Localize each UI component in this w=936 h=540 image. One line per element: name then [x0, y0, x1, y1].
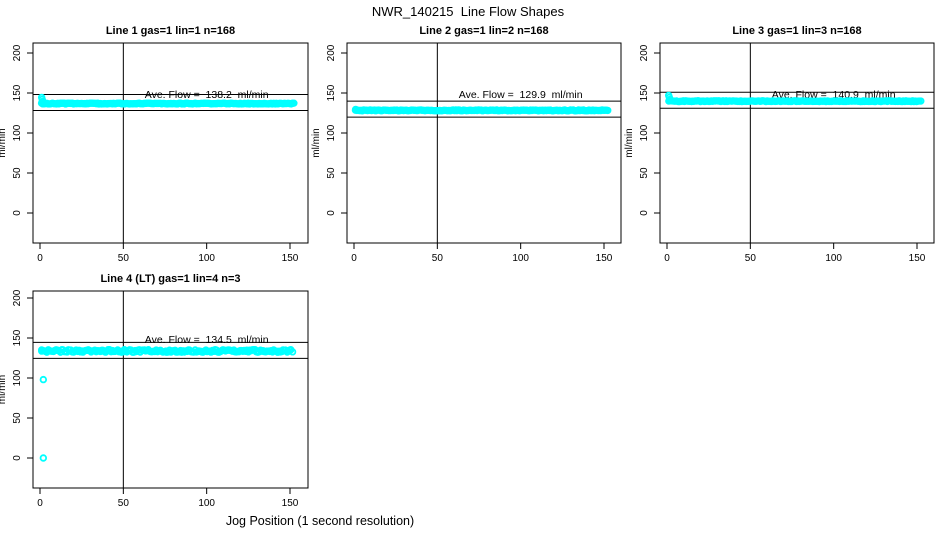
panel-title: Line 2 gas=1 lin=2 n=168: [419, 25, 548, 37]
y-tick-label: 150: [12, 84, 23, 101]
x-axis: 0 50 100 150: [351, 243, 613, 264]
x-tick-label: 100: [825, 253, 842, 264]
y-tick-label: 0: [12, 210, 23, 216]
data-point: [39, 375, 48, 384]
x-tick-label: 150: [282, 498, 299, 509]
data-points: [37, 345, 297, 462]
data-point: [604, 106, 612, 115]
x-tick-label: 150: [909, 253, 926, 264]
y-axis: 0 50 100 150 200: [12, 44, 33, 216]
x-tick-label: 50: [432, 253, 444, 264]
data-point: [917, 97, 925, 105]
ave-flow-label: Ave. Flow = 134.5 ml/min: [145, 334, 269, 346]
data-point: [288, 348, 297, 356]
x-tick-label: 150: [282, 253, 299, 264]
x-axis: 0 50 100 150: [664, 243, 926, 264]
plot-box: [32, 42, 309, 244]
panel-title: Line 4 (LT) gas=1 lin=4 n=3: [100, 273, 240, 285]
x-tick-label: 50: [745, 253, 757, 264]
y-tick-label: 100: [639, 124, 650, 141]
y-tick-label: 200: [326, 44, 337, 61]
ave-flow-label: Ave. Flow = 138.2 ml/min: [145, 89, 269, 101]
y-tick-label: 50: [639, 167, 650, 179]
plot-content: 0 50 100 150 0 50 100 150 200: [12, 42, 309, 264]
y-tick-label: 0: [639, 210, 650, 216]
x-tick-label: 150: [596, 253, 613, 264]
y-tick-label: 150: [639, 84, 650, 101]
plot-box: [346, 42, 622, 244]
x-tick-label: 100: [198, 498, 215, 509]
plot-content: 0 50 100 150 0 50 100 150 200: [12, 289, 309, 509]
y-tick-label: 100: [326, 124, 337, 141]
y-axis-label: ml/min: [311, 128, 322, 157]
y-axis: 0 50 100 150 200: [639, 44, 660, 216]
y-tick-label: 200: [12, 289, 23, 306]
x-axis: 0 50 100 150: [37, 243, 299, 264]
x-tick-label: 50: [118, 253, 130, 264]
y-tick-label: 0: [12, 455, 23, 461]
plot-content: 0 50 100 150 0 50 100 150 200: [326, 42, 622, 264]
ave-flow-label: Ave. Flow = 129.9 ml/min: [459, 89, 583, 101]
y-tick-label: 0: [326, 210, 337, 216]
data-point: [290, 99, 298, 107]
x-axis-label: Jog Position (1 second resolution): [225, 514, 415, 528]
data-point: [39, 454, 48, 462]
panel-title: Line 1 gas=1 lin=1 n=168: [106, 25, 235, 37]
y-axis: 0 50 100 150 200: [326, 44, 347, 216]
x-tick-label: 0: [37, 498, 43, 509]
y-tick-label: 150: [326, 84, 337, 101]
data-points: [37, 93, 298, 108]
y-axis: 0 50 100 150 200: [12, 289, 33, 461]
x-tick-label: 0: [37, 253, 43, 264]
y-axis-label: ml/min: [624, 128, 635, 157]
y-tick-label: 200: [12, 44, 23, 61]
x-tick-label: 0: [351, 253, 357, 264]
y-tick-label: 50: [12, 412, 23, 424]
figure-title: NWR_140215 Line Flow Shapes: [371, 4, 565, 19]
y-tick-label: 200: [639, 44, 650, 61]
panel-title: Line 3 gas=1 lin=3 n=168: [732, 25, 861, 37]
x-tick-label: 0: [664, 253, 670, 264]
plot-box: [659, 42, 935, 244]
y-tick-label: 50: [326, 167, 337, 179]
y-axis-label: ml/min: [0, 128, 8, 157]
data-points: [664, 91, 925, 106]
x-tick-label: 100: [512, 253, 529, 264]
x-tick-label: 100: [198, 253, 215, 264]
plot-content: 0 50 100 150 0 50 100 150 200: [639, 42, 935, 264]
y-axis-label: ml/min: [0, 375, 8, 404]
y-tick-label: 100: [12, 124, 23, 141]
y-tick-label: 150: [12, 329, 23, 346]
y-tick-label: 100: [12, 369, 23, 386]
y-tick-label: 50: [12, 167, 23, 179]
x-tick-label: 50: [118, 498, 130, 509]
x-axis: 0 50 100 150: [37, 488, 299, 509]
plot-box: [32, 290, 309, 489]
data-points: [351, 105, 612, 115]
